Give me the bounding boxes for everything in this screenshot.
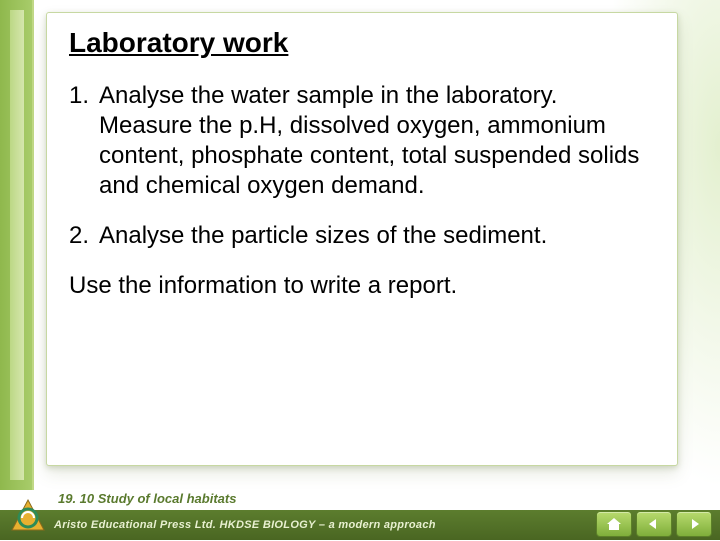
left-border-inner	[10, 10, 24, 480]
list-item-text: Analyse the water sample in the laborato…	[99, 81, 655, 201]
nav-buttons	[596, 511, 712, 537]
slide-frame: Laboratory work 1. Analyse the water sam…	[0, 0, 720, 540]
list-item-text: Analyse the particle sizes of the sedime…	[99, 221, 655, 251]
publisher-logo	[8, 496, 48, 536]
slide-footer-text: Use the information to write a report.	[69, 271, 655, 301]
next-button[interactable]	[676, 511, 712, 537]
list-item: 1. Analyse the water sample in the labor…	[69, 81, 655, 201]
prev-button[interactable]	[636, 511, 672, 537]
home-icon	[605, 517, 623, 531]
home-button[interactable]	[596, 511, 632, 537]
arrow-left-icon	[646, 517, 662, 531]
left-border-deco	[0, 0, 34, 490]
content-card: Laboratory work 1. Analyse the water sam…	[46, 12, 678, 466]
slide-title: Laboratory work	[69, 27, 655, 59]
list-item-number: 1.	[69, 81, 99, 201]
list-item: 2. Analyse the particle sizes of the sed…	[69, 221, 655, 251]
list-item-number: 2.	[69, 221, 99, 251]
arrow-right-icon	[686, 517, 702, 531]
publisher-text: Aristo Educational Press Ltd. HKDSE BIOL…	[54, 519, 436, 531]
